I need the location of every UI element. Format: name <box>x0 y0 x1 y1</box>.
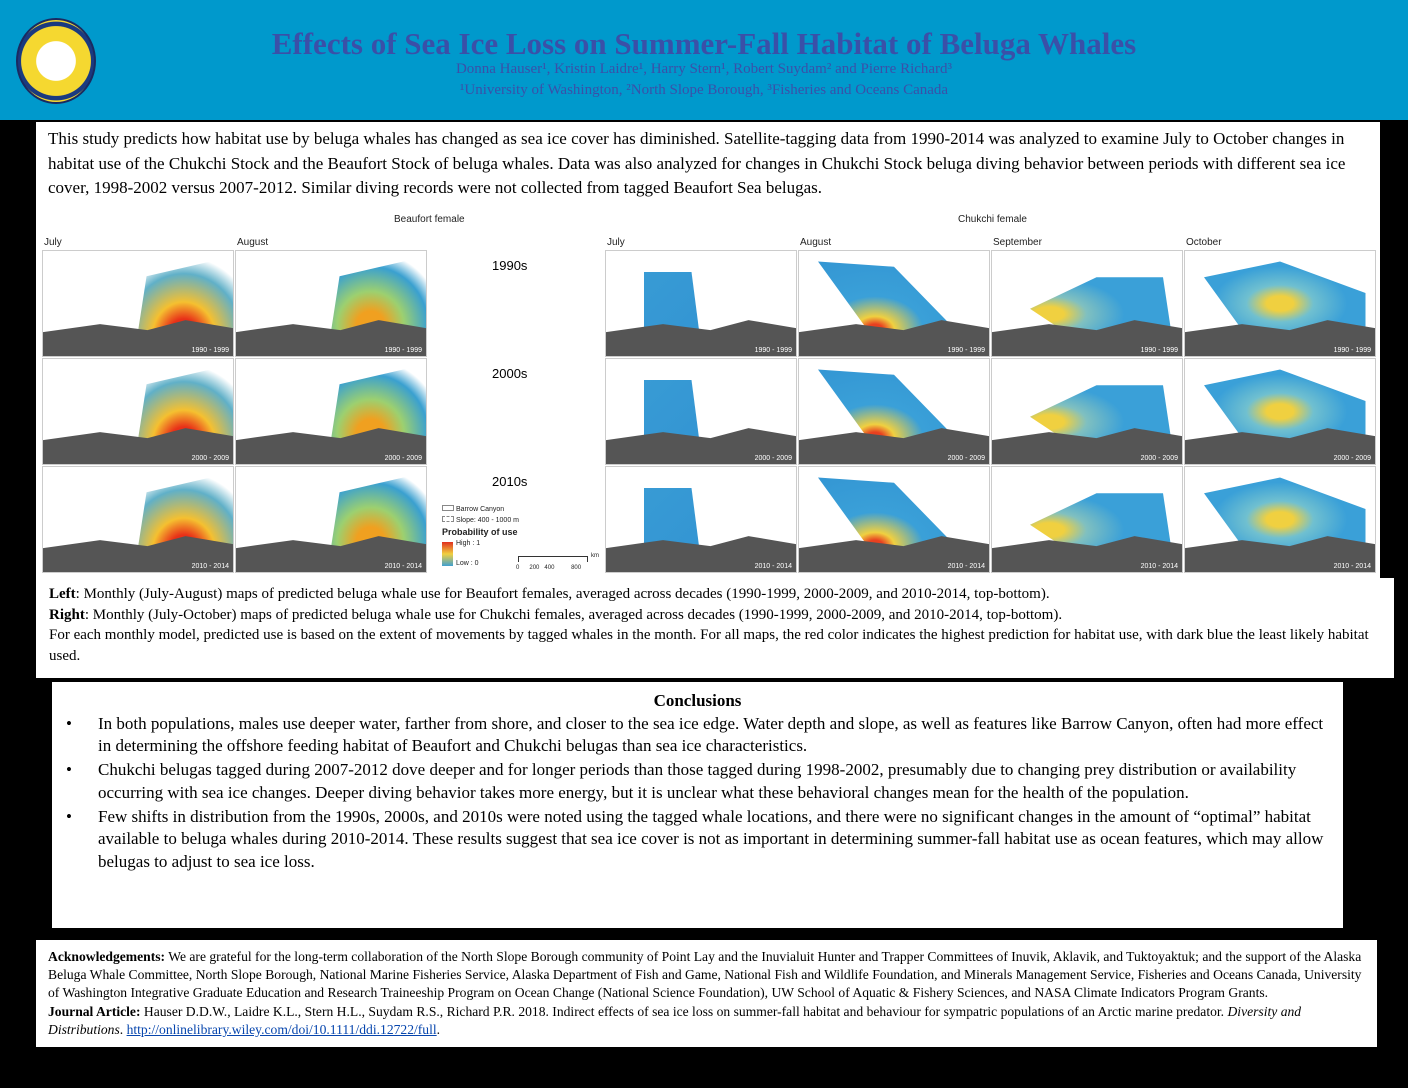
affiliations: ¹University of Washington, ²North Slope … <box>459 82 949 98</box>
ack-text: We are grateful for the long-term collab… <box>48 949 1362 1001</box>
month-label: August <box>800 237 832 248</box>
period-label: 2000 - 2009 <box>191 455 229 462</box>
maps-caption: Left: Monthly (July-August) maps of pred… <box>36 578 1394 678</box>
acknowledgements-panel: Acknowledgements: We are grateful for th… <box>36 940 1377 1048</box>
period-label: 1990 - 1999 <box>384 347 422 354</box>
conclusion-item: Chukchi belugas tagged during 2007-2012 … <box>66 759 1329 804</box>
legend-low: Low : 0 <box>456 560 479 567</box>
chukchi-map-tile: 2000 - 2009 <box>798 358 990 465</box>
journal-link[interactable]: http://onlinelibrary.wiley.com/doi/10.11… <box>126 1021 437 1037</box>
beaufort-map-tile: 1990 - 1999 <box>42 250 234 357</box>
caption-left-label: Left <box>49 586 76 602</box>
period-label: 2000 - 2009 <box>1140 455 1178 462</box>
chukchi-map-tile: 2000 - 2009 <box>991 358 1183 465</box>
chukchi-map-tile: 1990 - 1999 <box>1184 250 1376 357</box>
beaufort-map-tile: 2000 - 2009 <box>42 358 234 465</box>
decade-label: 2010s <box>492 474 528 489</box>
caption-note: For each monthly model, predicted use is… <box>49 627 1369 665</box>
period-label: 2000 - 2009 <box>947 455 985 462</box>
scale-unit: km <box>591 553 599 559</box>
period-label: 2010 - 2014 <box>191 563 229 570</box>
period-label: 1990 - 1999 <box>947 347 985 354</box>
map-legend: Barrow Canyon Slope: 400 - 1000 m Probab… <box>442 505 602 575</box>
conclusion-item: In both populations, males use deeper wa… <box>66 713 1329 758</box>
chukchi-map-tile: 2000 - 2009 <box>605 358 797 465</box>
period-label: 2000 - 2009 <box>384 455 422 462</box>
period-label: 2010 - 2014 <box>384 563 422 570</box>
beaufort-map-tile: 2010 - 2014 <box>42 466 234 573</box>
scale-bar <box>518 556 588 562</box>
journal-name: Diversity and Distributions <box>48 1003 1302 1037</box>
caption-right: : Monthly (July-October) maps of predict… <box>84 606 1063 623</box>
month-label: October <box>1186 237 1222 248</box>
beaufort-map-tile: 1990 - 1999 <box>235 250 427 357</box>
period-label: 2000 - 2009 <box>1333 455 1371 462</box>
chukchi-map-tile: 1990 - 1999 <box>605 250 797 357</box>
beaufort-map-tile: 2000 - 2009 <box>235 358 427 465</box>
chukchi-map-tile: 2010 - 2014 <box>1184 466 1376 573</box>
month-label: September <box>993 237 1042 248</box>
header-banner: Effects of Sea Ice Loss on Summer-Fall H… <box>0 0 1408 120</box>
chukchi-map-tile: 2010 - 2014 <box>991 466 1183 573</box>
chukchi-map-tile: 2010 - 2014 <box>798 466 990 573</box>
journal-label: Journal Article: <box>48 1003 141 1019</box>
period-label: 2010 - 2014 <box>754 563 792 570</box>
chukchi-map-tile: 2000 - 2009 <box>1184 358 1376 465</box>
period-label: 2010 - 2014 <box>1333 563 1371 570</box>
decade-label: 1990s <box>492 258 528 273</box>
period-label: 2010 - 2014 <box>1140 563 1178 570</box>
period-label: 2000 - 2009 <box>754 455 792 462</box>
poster-title: Effects of Sea Ice Loss on Summer-Fall H… <box>271 26 1137 61</box>
period-label: 1990 - 1999 <box>754 347 792 354</box>
legend-barrow: Barrow Canyon <box>455 506 505 513</box>
conclusions-panel: Conclusions In both populations, males u… <box>52 682 1343 928</box>
chukchi-title: Chukchi female <box>958 214 1027 225</box>
caption-left: : Monthly (July-August) maps of predicte… <box>75 586 1050 602</box>
scale-labels: 0 200 400 800 <box>516 565 582 571</box>
conclusions-title: Conclusions <box>653 691 742 710</box>
intro-text: This study predicts how habitat use by b… <box>36 122 1380 212</box>
legend-slope: Slope: 400 - 1000 m <box>455 517 519 524</box>
conclusion-item: Few shifts in distribution from the 1990… <box>66 806 1329 874</box>
maps-panel: Beaufort female Chukchi female July Augus… <box>36 212 1380 578</box>
period-label: 2010 - 2014 <box>947 563 985 570</box>
north-slope-borough-logo <box>16 18 96 104</box>
legend-high: High : 1 <box>456 540 481 547</box>
chukchi-map-tile: 1990 - 1999 <box>991 250 1183 357</box>
journal-citation: Hauser D.D.W., Laidre K.L., Stern H.L., … <box>140 1003 1228 1019</box>
month-label: July <box>607 237 625 248</box>
legend-title: Probability of use <box>442 527 518 537</box>
caption-right-label: Right <box>49 606 85 623</box>
period-label: 1990 - 1999 <box>1140 347 1178 354</box>
authors: Donna Hauser¹, Kristin Laidre¹, Harry St… <box>455 61 953 77</box>
beaufort-map-tile: 2010 - 2014 <box>235 466 427 573</box>
ack-label: Acknowledgements: <box>48 949 166 964</box>
month-label: July <box>44 237 62 248</box>
beaufort-title: Beaufort female <box>394 214 465 225</box>
chukchi-map-tile: 2010 - 2014 <box>605 466 797 573</box>
period-label: 1990 - 1999 <box>1333 347 1371 354</box>
decade-label: 2000s <box>492 366 528 381</box>
chukchi-map-tile: 1990 - 1999 <box>798 250 990 357</box>
period-label: 1990 - 1999 <box>191 347 229 354</box>
month-label: August <box>237 237 269 248</box>
color-ramp <box>442 542 453 566</box>
